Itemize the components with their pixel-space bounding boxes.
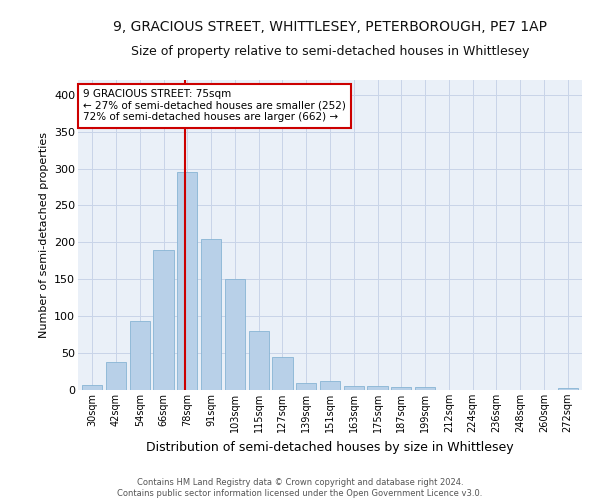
- Bar: [272, 357, 293, 390]
- Bar: [296, 384, 316, 390]
- Bar: [415, 387, 435, 390]
- Bar: [320, 381, 340, 390]
- Bar: [367, 386, 388, 390]
- Text: Contains HM Land Registry data © Crown copyright and database right 2024.
Contai: Contains HM Land Registry data © Crown c…: [118, 478, 482, 498]
- Bar: [154, 250, 173, 390]
- Bar: [344, 386, 364, 390]
- Bar: [82, 385, 103, 390]
- Bar: [557, 388, 578, 390]
- Bar: [130, 322, 150, 390]
- Bar: [248, 331, 269, 390]
- Bar: [391, 387, 412, 390]
- Bar: [201, 238, 221, 390]
- Text: Size of property relative to semi-detached houses in Whittlesey: Size of property relative to semi-detach…: [131, 45, 529, 58]
- Y-axis label: Number of semi-detached properties: Number of semi-detached properties: [38, 132, 49, 338]
- Text: 9 GRACIOUS STREET: 75sqm
← 27% of semi-detached houses are smaller (252)
72% of : 9 GRACIOUS STREET: 75sqm ← 27% of semi-d…: [83, 90, 346, 122]
- Bar: [106, 362, 126, 390]
- Bar: [177, 172, 197, 390]
- Bar: [225, 278, 245, 390]
- Text: 9, GRACIOUS STREET, WHITTLESEY, PETERBOROUGH, PE7 1AP: 9, GRACIOUS STREET, WHITTLESEY, PETERBOR…: [113, 20, 547, 34]
- X-axis label: Distribution of semi-detached houses by size in Whittlesey: Distribution of semi-detached houses by …: [146, 440, 514, 454]
